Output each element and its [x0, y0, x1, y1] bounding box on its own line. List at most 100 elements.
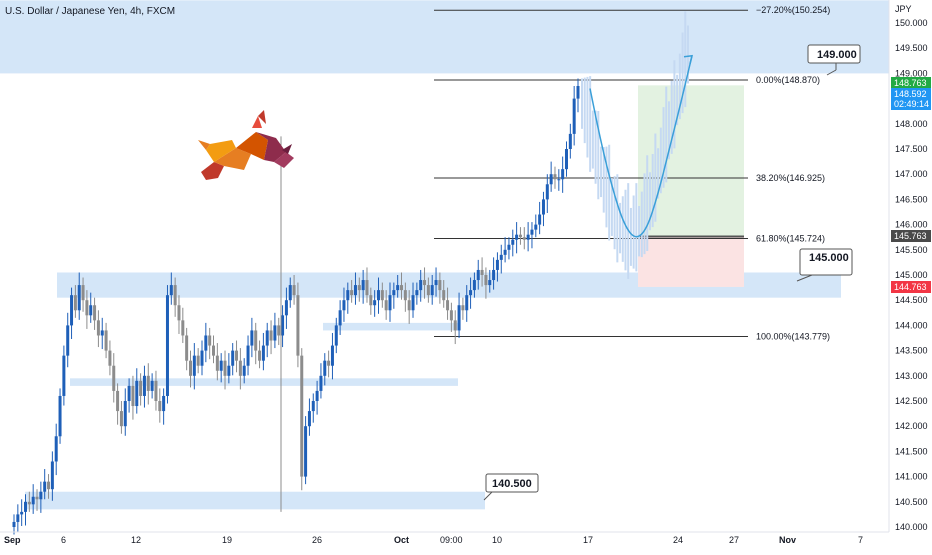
- support-resistance-zone[interactable]: [70, 378, 458, 386]
- candle[interactable]: [66, 325, 70, 356]
- candle[interactable]: [116, 390, 120, 412]
- candle[interactable]: [434, 280, 438, 286]
- candle[interactable]: [446, 300, 450, 311]
- candle[interactable]: [323, 360, 327, 376]
- candle[interactable]: [426, 285, 430, 296]
- candle[interactable]: [277, 325, 281, 336]
- candle[interactable]: [530, 229, 534, 235]
- support-resistance-zone[interactable]: [323, 322, 458, 331]
- candle[interactable]: [219, 360, 223, 371]
- projection-arrow[interactable]: [589, 55, 693, 238]
- candle[interactable]: [185, 335, 189, 361]
- candle[interactable]: [47, 481, 51, 490]
- candle[interactable]: [461, 305, 465, 311]
- candle[interactable]: [20, 511, 24, 515]
- candle[interactable]: [419, 280, 423, 291]
- callout-140500[interactable]: 140.500: [483, 473, 539, 501]
- candle[interactable]: [396, 285, 400, 291]
- candle[interactable]: [327, 360, 331, 366]
- candle[interactable]: [70, 295, 74, 326]
- candle[interactable]: [411, 295, 415, 311]
- candle[interactable]: [169, 285, 173, 296]
- candle[interactable]: [104, 330, 108, 351]
- candle[interactable]: [342, 300, 346, 311]
- candle[interactable]: [334, 325, 338, 346]
- candle[interactable]: [177, 305, 181, 321]
- candle[interactable]: [484, 275, 488, 286]
- candle[interactable]: [192, 355, 196, 376]
- candle[interactable]: [246, 345, 250, 366]
- candle[interactable]: [269, 330, 273, 341]
- candle[interactable]: [515, 234, 519, 240]
- candle[interactable]: [223, 360, 227, 376]
- candle[interactable]: [242, 365, 246, 376]
- support-resistance-zone[interactable]: [25, 491, 485, 510]
- support-resistance-zone[interactable]: [0, 0, 889, 74]
- candle[interactable]: [265, 330, 269, 346]
- candle[interactable]: [250, 330, 254, 346]
- candle[interactable]: [472, 280, 476, 291]
- candle[interactable]: [442, 290, 446, 301]
- candle[interactable]: [361, 280, 365, 291]
- candle[interactable]: [54, 436, 58, 462]
- candle[interactable]: [212, 345, 216, 356]
- candle[interactable]: [131, 385, 135, 407]
- candle[interactable]: [319, 375, 323, 391]
- candle[interactable]: [384, 300, 388, 311]
- candle[interactable]: [568, 133, 572, 149]
- candle[interactable]: [499, 254, 503, 260]
- candle[interactable]: [415, 290, 419, 296]
- candle[interactable]: [112, 365, 116, 391]
- candle[interactable]: [338, 310, 342, 326]
- candle[interactable]: [365, 280, 369, 296]
- candle[interactable]: [284, 300, 288, 316]
- candle[interactable]: [373, 300, 377, 306]
- candle[interactable]: [557, 179, 561, 181]
- candle[interactable]: [538, 214, 542, 225]
- candle[interactable]: [534, 224, 538, 230]
- candle[interactable]: [258, 350, 262, 361]
- candle[interactable]: [315, 390, 319, 401]
- candle[interactable]: [261, 345, 265, 361]
- candle[interactable]: [96, 320, 100, 336]
- candle[interactable]: [292, 285, 296, 296]
- candle[interactable]: [407, 300, 411, 311]
- candle[interactable]: [281, 315, 285, 336]
- candle[interactable]: [208, 335, 212, 346]
- candle[interactable]: [553, 174, 557, 180]
- candle[interactable]: [142, 375, 146, 396]
- candle[interactable]: [296, 295, 300, 356]
- candle[interactable]: [89, 305, 93, 316]
- candle[interactable]: [572, 98, 576, 134]
- candle[interactable]: [311, 401, 315, 412]
- candle[interactable]: [188, 360, 192, 376]
- candle[interactable]: [449, 310, 453, 321]
- candle[interactable]: [346, 290, 350, 301]
- candle[interactable]: [438, 280, 442, 291]
- candle[interactable]: [62, 355, 66, 396]
- candle[interactable]: [465, 295, 469, 311]
- candle[interactable]: [388, 295, 392, 311]
- candle[interactable]: [200, 350, 204, 366]
- candle[interactable]: [77, 285, 81, 311]
- candle[interactable]: [238, 360, 242, 376]
- candle[interactable]: [27, 501, 31, 505]
- candle[interactable]: [85, 300, 89, 316]
- candle[interactable]: [400, 285, 404, 291]
- callout-149[interactable]: 149.000: [807, 44, 861, 76]
- candle[interactable]: [423, 280, 427, 286]
- candle[interactable]: [158, 401, 162, 412]
- candle[interactable]: [522, 237, 526, 240]
- candle[interactable]: [146, 375, 150, 391]
- candle[interactable]: [576, 86, 580, 99]
- candle[interactable]: [35, 496, 39, 500]
- candle[interactable]: [518, 234, 522, 238]
- candle[interactable]: [495, 259, 499, 270]
- candle[interactable]: [350, 290, 354, 296]
- candle[interactable]: [545, 184, 549, 200]
- candle[interactable]: [31, 496, 35, 505]
- candle[interactable]: [39, 491, 43, 500]
- candle[interactable]: [181, 320, 185, 336]
- candle[interactable]: [81, 285, 85, 301]
